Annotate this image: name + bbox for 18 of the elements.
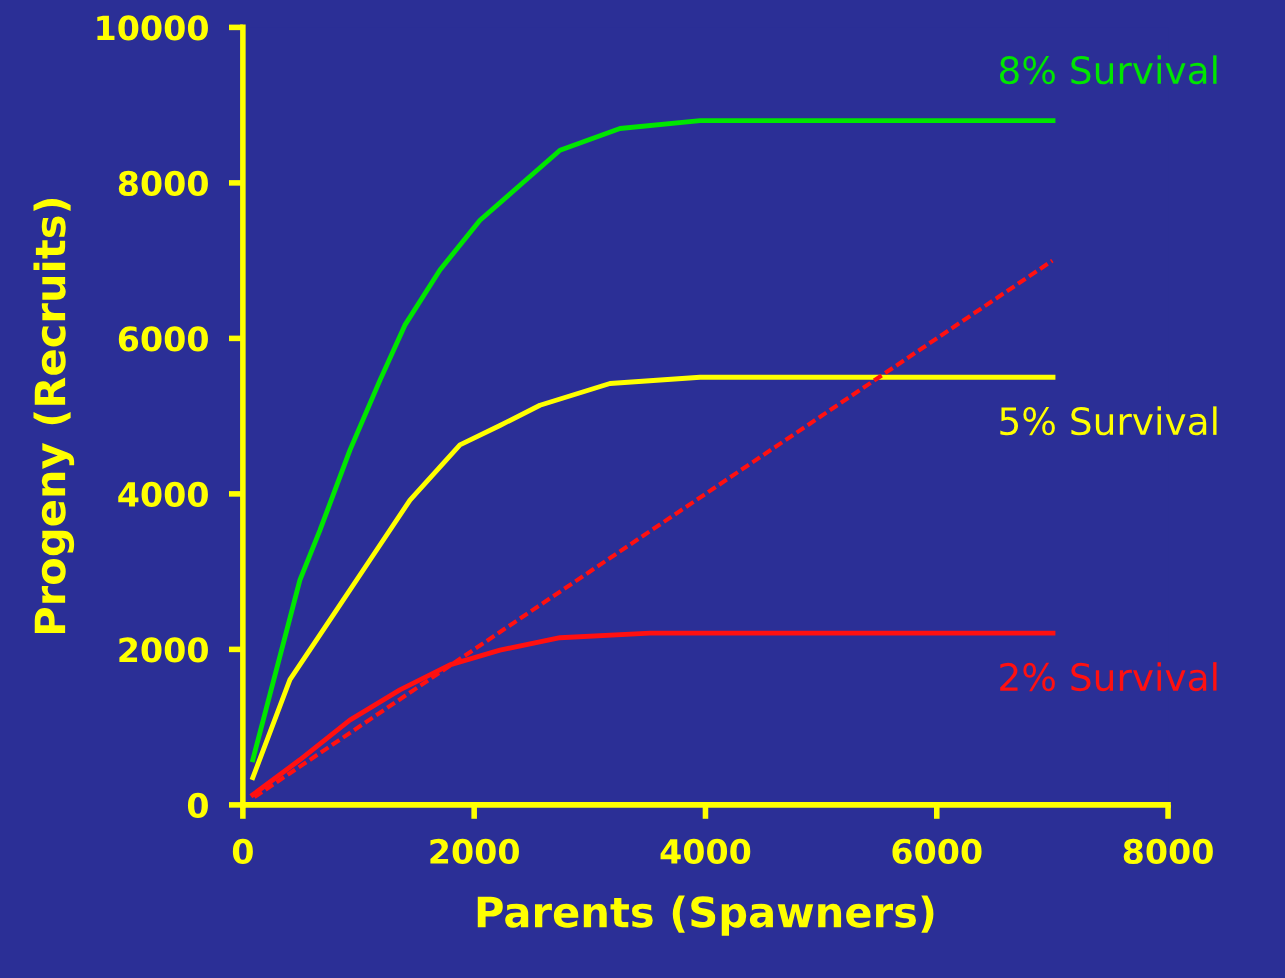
y-axis-title: Progeny (Recruits) <box>33 198 75 634</box>
series-label: 2% Survival <box>1000 662 1217 692</box>
x-tick-label: 0 <box>232 838 253 865</box>
x-tick-label: 8000 <box>1123 838 1213 865</box>
x-tick-label: 2000 <box>430 838 519 865</box>
y-tick-label: 10000 <box>97 15 208 41</box>
y-tick-label: 8000 <box>118 170 208 197</box>
line-series <box>250 374 1056 781</box>
series-label: 5% Survival <box>1000 406 1217 436</box>
x-axis-title: Parents (Spawners) <box>477 895 934 936</box>
x-tick-label: 6000 <box>892 838 982 865</box>
series-label: 8% Survival <box>999 55 1217 85</box>
y-tick-label: 0 <box>187 792 208 819</box>
y-tick-label: 6000 <box>118 326 208 352</box>
y-tick-label: 2000 <box>119 637 208 663</box>
x-tick-label: 4000 <box>660 838 751 865</box>
y-tick-label: 4000 <box>118 481 208 508</box>
line-series <box>250 118 1056 763</box>
